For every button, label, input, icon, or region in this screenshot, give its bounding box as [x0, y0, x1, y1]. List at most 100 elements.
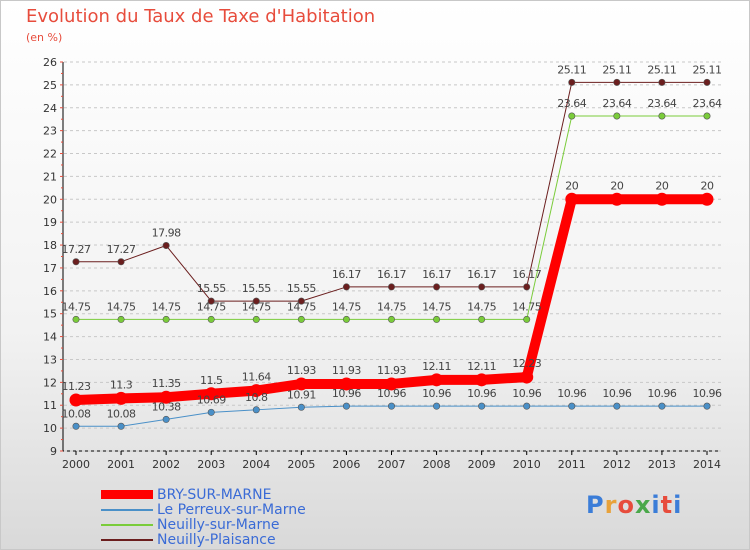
data-point — [342, 315, 350, 323]
data-point — [523, 315, 531, 323]
data-label: 10.96 — [422, 387, 451, 400]
data-label: 20 — [565, 179, 578, 192]
data-label: 15.55 — [287, 282, 316, 295]
data-point — [69, 393, 83, 407]
legend-label: Neuilly-sur-Marne — [157, 516, 280, 533]
data-point — [658, 112, 666, 120]
data-label: 16.17 — [422, 268, 451, 281]
x-tick-label: 2002 — [152, 458, 180, 471]
data-point — [294, 377, 308, 391]
data-point — [207, 408, 215, 416]
data-point — [613, 112, 621, 120]
data-point — [385, 377, 398, 391]
series-neuilly-plaisance — [72, 78, 711, 305]
data-label: 14.75 — [512, 300, 541, 313]
legend-item: BRY-SUR-MARNE — [101, 487, 306, 503]
x-tick-label: 2013 — [648, 458, 676, 471]
y-tick-label: 26 — [43, 56, 57, 69]
x-tick-label: 2009 — [468, 458, 496, 471]
data-label: 11.3 — [110, 378, 133, 391]
legend-swatch — [101, 508, 153, 511]
x-tick-label: 2010 — [513, 458, 541, 471]
data-label: 15.55 — [242, 282, 271, 295]
data-label: 23.64 — [647, 97, 676, 110]
data-point — [162, 315, 170, 323]
y-tick-label: 14 — [43, 331, 57, 344]
data-label: 10.96 — [467, 387, 496, 400]
data-point — [478, 283, 486, 291]
data-label: 10.96 — [512, 387, 541, 400]
x-tick-label: 2006 — [332, 458, 360, 471]
series-le-perreux-sur-marne — [72, 402, 711, 430]
y-tick-label: 10 — [43, 422, 57, 435]
data-label: 20 — [701, 179, 714, 192]
data-label: 16.17 — [512, 268, 541, 281]
data-point — [72, 258, 80, 266]
y-tick-label: 16 — [43, 285, 57, 298]
data-label: 11.5 — [200, 374, 223, 387]
data-point — [117, 258, 125, 266]
y-tick-label: 23 — [43, 125, 57, 138]
data-label: 10.8 — [245, 391, 268, 404]
data-point — [159, 390, 173, 404]
data-point — [658, 78, 666, 86]
y-tick-label: 15 — [43, 308, 57, 321]
data-point — [523, 402, 531, 410]
data-label: 10.08 — [107, 407, 136, 420]
data-label: 23.64 — [693, 97, 722, 110]
data-label: 14.75 — [107, 300, 136, 313]
y-tick-label: 21 — [43, 170, 57, 183]
data-point — [568, 78, 576, 86]
data-point — [114, 391, 128, 405]
data-point — [433, 315, 441, 323]
data-point — [297, 297, 305, 305]
data-point — [610, 192, 624, 206]
data-label: 12.11 — [467, 360, 496, 373]
x-tick-label: 2008 — [423, 458, 451, 471]
legend-swatch — [101, 523, 153, 526]
data-label: 15.55 — [197, 282, 226, 295]
x-tick-label: 2014 — [693, 458, 721, 471]
y-tick-label: 20 — [43, 193, 57, 206]
data-point — [478, 402, 486, 410]
data-label: 11.93 — [287, 364, 316, 377]
x-tick-label: 2012 — [603, 458, 631, 471]
data-point — [297, 403, 305, 411]
data-point — [568, 402, 576, 410]
x-tick-label: 2007 — [378, 458, 406, 471]
data-label: 12.23 — [512, 357, 541, 370]
data-point — [252, 406, 260, 414]
x-tick-label: 2011 — [558, 458, 586, 471]
data-label: 16.17 — [332, 268, 361, 281]
y-tick-label: 25 — [43, 79, 57, 92]
data-label: 23.64 — [557, 97, 586, 110]
data-label: 10.96 — [377, 387, 406, 400]
data-point — [342, 402, 350, 410]
data-label: 10.08 — [62, 407, 91, 420]
data-label: 14.75 — [287, 300, 316, 313]
data-point — [204, 387, 218, 401]
data-point — [703, 402, 711, 410]
chart-legend: BRY-SUR-MARNE Le Perreux-sur-Marne Neuilly… — [101, 487, 306, 548]
data-label: 14.75 — [242, 300, 271, 313]
data-point — [72, 422, 80, 430]
data-label: 11.23 — [62, 380, 91, 393]
legend-swatch — [101, 490, 153, 499]
data-point — [252, 297, 260, 305]
data-point — [387, 402, 395, 410]
data-point — [523, 283, 531, 291]
data-label: 20 — [610, 179, 623, 192]
data-label: 10.69 — [197, 393, 226, 406]
legend-label: Neuilly-Plaisance — [157, 531, 276, 548]
y-tick-label: 13 — [43, 353, 57, 366]
data-label: 12.11 — [422, 360, 451, 373]
y-tick-label: 17 — [43, 262, 57, 275]
data-label: 25.11 — [647, 63, 676, 76]
data-label: 25.11 — [602, 63, 631, 76]
data-point — [339, 377, 353, 391]
data-label: 11.64 — [242, 371, 271, 384]
data-label: 11.93 — [332, 364, 361, 377]
x-tick-label: 2004 — [242, 458, 270, 471]
data-label: 10.96 — [332, 387, 361, 400]
x-tick-label: 2000 — [62, 458, 90, 471]
